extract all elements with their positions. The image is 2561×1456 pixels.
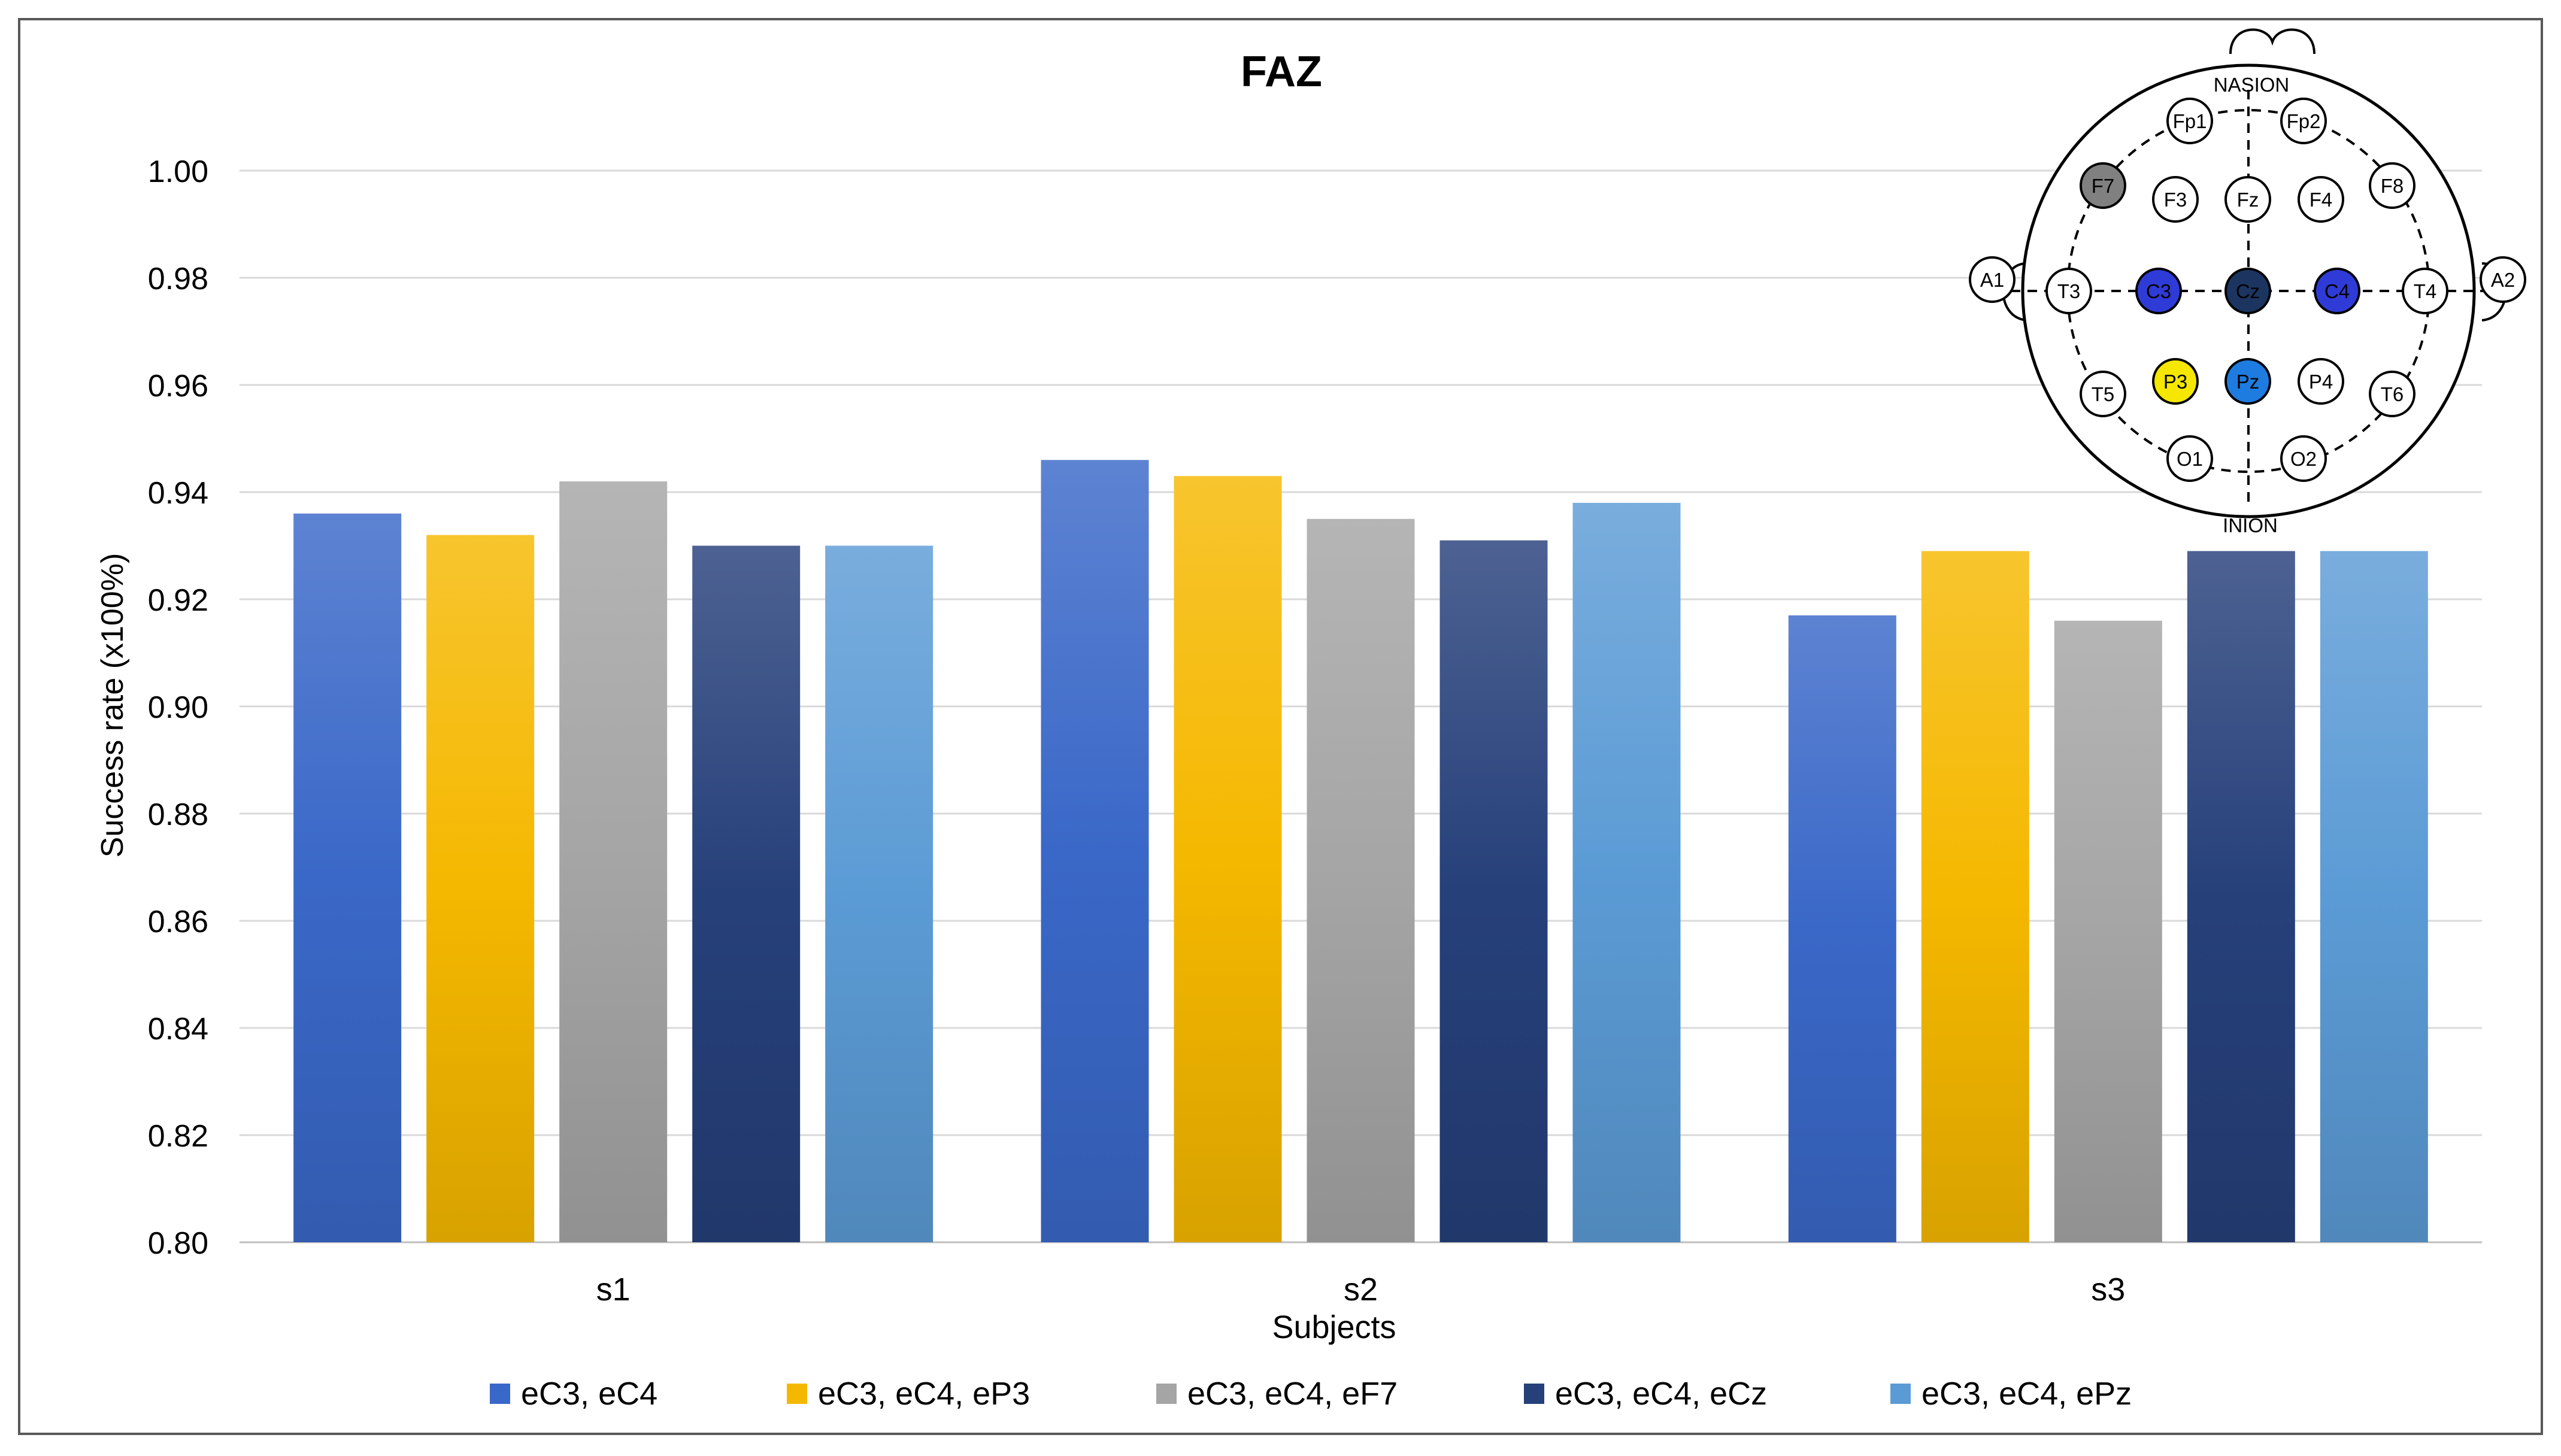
y-tick-label: 0.92 bbox=[148, 583, 208, 618]
electrode-P4 bbox=[2298, 358, 2344, 405]
electrode-P3 bbox=[2152, 358, 2199, 405]
electrode-F4 bbox=[2298, 176, 2344, 223]
electrode-label: T3 bbox=[2057, 280, 2081, 302]
bar-s2-series-5 bbox=[1572, 502, 1681, 1242]
electrode-label: A1 bbox=[1980, 269, 2004, 291]
legend: eC3, eC4 eC3, eC4, eP3 eC3, eC4, eF7 eC3, e… bbox=[490, 1376, 2132, 1412]
legend-label: eC3, eC4, eP3 bbox=[818, 1376, 1030, 1412]
electrode-label: Pz bbox=[2236, 371, 2260, 393]
y-tick-label: 0.94 bbox=[148, 476, 208, 511]
y-tick-label: 0.86 bbox=[148, 905, 208, 939]
legend-label: eC3, eC4, ePz bbox=[1921, 1376, 2132, 1412]
bar-s2-series-3 bbox=[1307, 518, 1415, 1242]
electrode-label: Cz bbox=[2236, 280, 2260, 302]
y-tick-label: 0.90 bbox=[148, 690, 208, 725]
x-axis-label: Subjects bbox=[1272, 1309, 1396, 1345]
legend-label: eC3, eC4, eCz bbox=[1555, 1376, 1767, 1412]
y-tick-label: 1.00 bbox=[148, 154, 208, 189]
electrode-F3 bbox=[2152, 176, 2199, 223]
electrode-label: A2 bbox=[2491, 269, 2515, 291]
electrode-Fp1 bbox=[2166, 98, 2213, 144]
x-tick-label: s1 bbox=[596, 1272, 631, 1308]
electrode-Fz bbox=[2224, 176, 2271, 223]
legend-swatch bbox=[1890, 1384, 1911, 1404]
electrode-A1 bbox=[1969, 256, 2016, 303]
electrode-C4 bbox=[2314, 268, 2360, 314]
nose-icon bbox=[2229, 28, 2315, 54]
y-axis-tick-labels: 0.80 0.82 0.84 0.86 0.88 0.90 0.92 0.94 0.96 0.98… bbox=[148, 154, 208, 1261]
bar-s3-series-2 bbox=[1921, 551, 2029, 1243]
bar-s1-series-2 bbox=[426, 535, 535, 1242]
electrode-T5 bbox=[2080, 371, 2126, 417]
electrode-label: P4 bbox=[2309, 371, 2333, 393]
bar-s1-series-3 bbox=[559, 481, 668, 1242]
electrode-label: T5 bbox=[2092, 383, 2115, 405]
electrode-label: T4 bbox=[2414, 280, 2437, 302]
x-axis-tick-labels: s1 s2 s3 bbox=[596, 1272, 2126, 1308]
y-axis-label: Success rate (x100%) bbox=[95, 553, 130, 858]
bar-s3-series-1 bbox=[1788, 615, 1896, 1242]
electrode-map: NASION INION Fp1 Fp2 F7 F3 Fz F4 F8 A1 T3 C3 Cz C4 T… bbox=[1969, 28, 2526, 536]
nasion-label: NASION bbox=[2214, 74, 2290, 96]
y-tick-label: 0.84 bbox=[148, 1012, 208, 1046]
electrode-label: O2 bbox=[2290, 448, 2317, 470]
legend-swatch bbox=[1524, 1384, 1544, 1404]
bar-s1-series-1 bbox=[293, 513, 402, 1242]
electrode-label: C4 bbox=[2324, 280, 2350, 302]
electrode-label: F7 bbox=[2092, 175, 2115, 197]
electrode-label: P3 bbox=[2163, 371, 2187, 393]
electrode-A2 bbox=[2480, 256, 2526, 303]
electrode-label: F8 bbox=[2381, 175, 2404, 197]
electrodes: Fp1 Fp2 F7 F3 Fz F4 F8 A1 T3 C3 Cz C4 T4 A2 T5 P3 Pz P4 T6… bbox=[1969, 98, 2526, 482]
electrode-C3 bbox=[2135, 268, 2182, 314]
electrode-label: Fz bbox=[2237, 189, 2259, 211]
x-tick-label: s2 bbox=[1344, 1272, 1378, 1308]
legend-label: eC3, eC4, eF7 bbox=[1187, 1376, 1398, 1412]
electrode-label: F3 bbox=[2164, 189, 2187, 211]
chart-title: FAZ bbox=[1241, 48, 1322, 96]
electrode-F7 bbox=[2080, 162, 2126, 209]
legend-swatch bbox=[787, 1384, 807, 1404]
electrode-label: Fp1 bbox=[2173, 110, 2207, 132]
y-tick-label: 0.98 bbox=[148, 262, 208, 296]
inion-label: INION bbox=[2223, 514, 2278, 536]
x-tick-label: s3 bbox=[2091, 1272, 2125, 1308]
bars bbox=[293, 460, 2428, 1243]
y-tick-label: 0.88 bbox=[148, 797, 208, 832]
bar-s3-series-3 bbox=[2054, 620, 2162, 1242]
legend-label: eC3, eC4 bbox=[521, 1376, 657, 1412]
electrode-Pz bbox=[2224, 358, 2271, 405]
electrode-label: T6 bbox=[2381, 383, 2404, 405]
electrode-O2 bbox=[2280, 435, 2327, 482]
y-tick-label: 0.82 bbox=[148, 1119, 208, 1154]
electrode-label: O1 bbox=[2177, 448, 2203, 470]
bar-s1-series-5 bbox=[825, 545, 934, 1242]
bar-s1-series-4 bbox=[692, 545, 801, 1242]
electrode-Cz bbox=[2224, 268, 2271, 314]
legend-swatch bbox=[1156, 1384, 1177, 1404]
y-tick-label: 0.96 bbox=[148, 369, 208, 404]
electrode-T6 bbox=[2369, 371, 2415, 417]
y-tick-label: 0.80 bbox=[148, 1226, 208, 1261]
bar-s3-series-5 bbox=[2320, 551, 2428, 1243]
electrode-T4 bbox=[2402, 268, 2448, 314]
electrode-label: C3 bbox=[2146, 280, 2171, 302]
electrode-O1 bbox=[2166, 435, 2213, 482]
electrode-T3 bbox=[2045, 268, 2092, 314]
bar-s2-series-4 bbox=[1439, 540, 1548, 1242]
electrode-label: F4 bbox=[2310, 189, 2333, 211]
bar-s2-series-1 bbox=[1041, 460, 1149, 1242]
legend-swatch bbox=[490, 1384, 510, 1404]
electrode-F8 bbox=[2369, 162, 2415, 209]
bar-s3-series-4 bbox=[2187, 551, 2295, 1243]
bar-s2-series-2 bbox=[1174, 476, 1282, 1242]
electrode-label: Fp2 bbox=[2287, 110, 2321, 132]
electrode-Fp2 bbox=[2280, 98, 2327, 144]
